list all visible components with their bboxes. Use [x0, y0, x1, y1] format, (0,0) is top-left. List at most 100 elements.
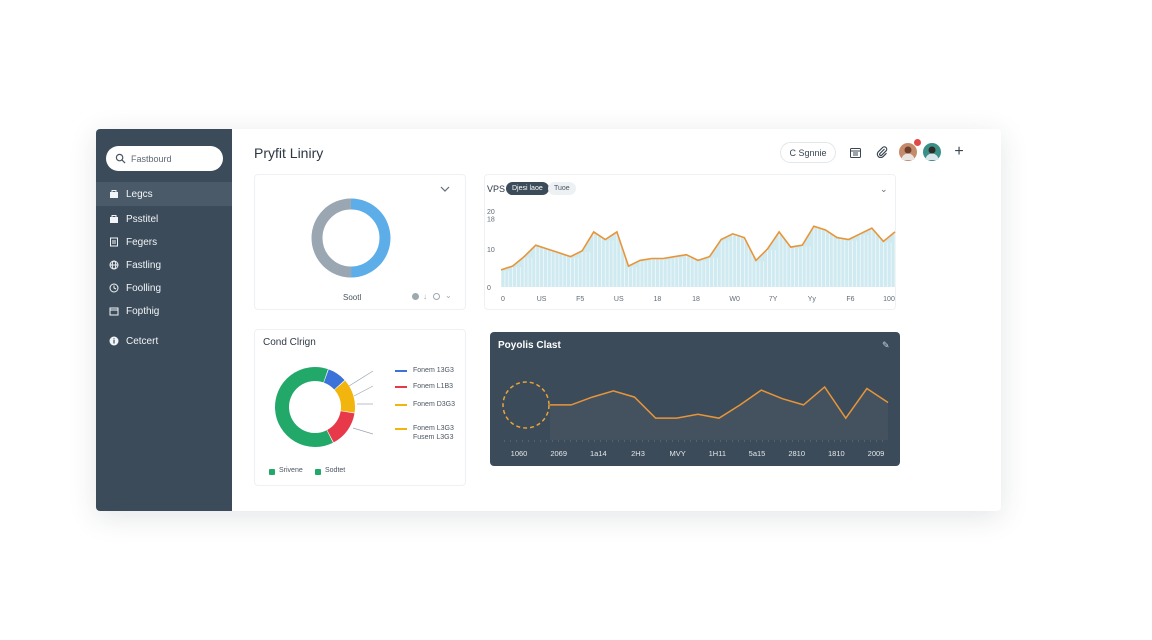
x-tick-label: W0 — [729, 296, 740, 303]
x-tick-label: Yy — [808, 296, 817, 303]
x-tick-label: US — [537, 296, 547, 303]
sidebar-item-label: Psstitel — [126, 213, 159, 225]
legend-swatch — [395, 370, 407, 372]
calendar-icon[interactable] — [848, 145, 862, 159]
ring-card: Cond Clrign Fonem 13G3 Fonem L1B3 Fonem D3… — [254, 329, 466, 486]
x-tick-label: 18 — [692, 296, 700, 303]
notification-badge — [914, 139, 921, 146]
x-tick-label: 2810 — [788, 449, 805, 458]
sidebar-item-label: Legcs — [126, 188, 153, 200]
x-tick-label: 7Y — [769, 296, 778, 303]
legend-label: Fonem D3G3 — [413, 401, 456, 408]
dark-card-title: Poyolis Clast — [498, 340, 561, 351]
chevron-down-icon[interactable] — [440, 185, 450, 193]
x-tick-label: 0 — [501, 296, 505, 303]
area-fill — [501, 226, 895, 287]
vps-card: VPS Djesi laoe Tuoe ⌄ 0 10 18 20 0 US F5 US 18 18… — [484, 174, 896, 310]
legend-swatch — [395, 386, 407, 388]
dark-chart-card: Poyolis Clast ✎ 1060 2069 1a14 2H3 MVY 1H11 5a… — [490, 332, 900, 466]
bag-icon — [109, 189, 119, 199]
donut-chart — [311, 198, 391, 278]
x-tick-label: 1810 — [828, 449, 845, 458]
chevron-down-icon[interactable]: ⌄ — [445, 291, 452, 300]
sidebar-item-fegers[interactable]: Fegers — [96, 230, 232, 254]
filter-pill[interactable]: Tuoe — [548, 182, 576, 195]
y-tick-label: 0 — [487, 285, 491, 292]
x-tick-label: 5a15 — [749, 449, 766, 458]
legend-label-extra: Fusem L3G3 — [413, 434, 454, 441]
paperclip-icon[interactable] — [875, 145, 889, 159]
sidebar-item-psstitel[interactable]: Psstitel — [96, 207, 232, 231]
header-action-button[interactable]: C Sgnnie — [780, 142, 836, 163]
vps-title: VPS — [487, 184, 506, 194]
filter-pill-active[interactable]: Djesi laoe — [506, 182, 549, 195]
sidebar-item-fopthig[interactable]: Fopthig — [96, 299, 232, 323]
x-tick-label: 100 — [883, 296, 895, 303]
page-title: Pryfit Liniry — [254, 145, 324, 161]
sidebar-item-label: Fastling — [126, 259, 162, 271]
ring-slice — [275, 367, 333, 447]
x-tick-label: US — [614, 296, 624, 303]
sidebar-item-foolling[interactable]: Foolling — [96, 276, 232, 300]
highlight-circle[interactable] — [502, 381, 550, 429]
footer-legend-swatch — [315, 469, 321, 475]
legend-label: Fonem 13G3 — [413, 367, 454, 374]
footer-legend-label: Sodtet — [325, 467, 346, 474]
sidebar-item-label: Fopthig — [126, 305, 160, 317]
legend-swatch — [395, 428, 407, 430]
dark-line-chart: 1060 2069 1a14 2H3 MVY 1H11 5a15 2810 1810 2009 — [502, 381, 889, 458]
x-tick-label: 2009 — [868, 449, 885, 458]
bag-icon — [109, 214, 119, 224]
donut-slice — [311, 198, 352, 278]
y-tick-label: 18 — [487, 217, 495, 224]
ring-slice — [323, 369, 345, 390]
x-tick-label: 1060 — [511, 449, 528, 458]
collapse-icon[interactable]: ⌄ — [880, 184, 888, 194]
main-content: Pryfit Liniry C Sgnnie + Sootl ↓ ⌄ VPS — [232, 129, 1001, 511]
sidebar-item-fastling[interactable]: Fastling — [96, 253, 232, 277]
x-tick-label: 2069 — [550, 449, 567, 458]
footer-legend-swatch — [269, 469, 275, 475]
info-icon — [109, 336, 119, 346]
donut-card: Sootl ↓ ⌄ — [254, 174, 466, 310]
x-tick-label: 1H11 — [709, 449, 726, 458]
y-tick-label: 10 — [487, 247, 495, 254]
app-window: Fastbourd Legcs Psstitel Fegers Fastling Foo… — [96, 129, 1001, 511]
footer-legend-label: Srivene — [279, 467, 303, 474]
area-fill — [550, 386, 888, 440]
ring-slice — [326, 410, 355, 443]
search-placeholder: Fastbourd — [131, 153, 172, 164]
expand-icon[interactable]: ✎ — [882, 340, 890, 350]
legend-label: Fonem L3G3 — [413, 425, 454, 432]
option-icon[interactable] — [412, 293, 419, 300]
avatar[interactable] — [899, 143, 917, 161]
x-tick-label: F5 — [576, 296, 584, 303]
clock-icon — [109, 283, 119, 293]
legend-swatch — [395, 404, 407, 406]
sidebar-item-cetcert[interactable]: Cetcert — [96, 329, 232, 353]
wallet-icon — [109, 306, 119, 316]
avatar[interactable] — [923, 143, 941, 161]
ring-chart — [275, 367, 374, 447]
series-line — [550, 385, 889, 420]
sidebar-item-label: Foolling — [126, 282, 162, 294]
y-tick-label: 20 — [487, 209, 495, 216]
sidebar-item-legcs[interactable]: Legcs — [96, 182, 232, 206]
document-icon — [109, 237, 119, 247]
donut-slice — [350, 198, 391, 278]
search-input[interactable]: Fastbourd — [106, 146, 223, 171]
sidebar: Fastbourd Legcs Psstitel Fegers Fastling Foo… — [96, 129, 232, 511]
ring-card-title: Cond Clrign — [263, 337, 316, 348]
series-line — [500, 225, 896, 271]
pin-icon[interactable]: ↓ — [423, 292, 427, 301]
legend-label: Fonem L1B3 — [413, 383, 454, 390]
ring-slice — [334, 380, 355, 413]
x-tick-label: 18 — [654, 296, 662, 303]
sidebar-item-label: Cetcert — [126, 335, 159, 347]
refresh-icon[interactable] — [433, 293, 440, 300]
x-tick-label: F6 — [846, 296, 854, 303]
globe-icon — [109, 260, 119, 270]
plus-icon[interactable]: + — [954, 143, 964, 160]
leader-line — [348, 370, 374, 387]
